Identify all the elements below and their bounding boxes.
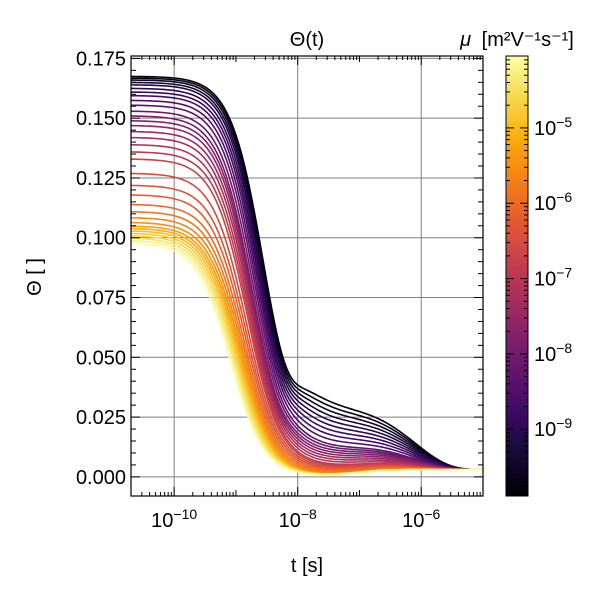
x-tick-label: 10−8 — [279, 506, 317, 532]
colorbar-label-symbol: μ — [459, 29, 471, 51]
series-line — [131, 87, 483, 471]
y-tick-label: 0.050 — [76, 347, 126, 369]
colorbar-tick-label: 10−5 — [534, 114, 572, 140]
series-line — [131, 203, 483, 471]
x-axis-label: t [s] — [291, 555, 323, 577]
series-line — [131, 79, 483, 471]
colorbar — [505, 55, 529, 497]
series-line — [131, 221, 483, 475]
series-line — [131, 242, 483, 476]
chart-title: Θ(t) — [290, 29, 324, 51]
series-line — [131, 172, 483, 471]
series-line — [131, 84, 483, 471]
axis-ticks — [130, 56, 484, 496]
y-tick-label: 0.075 — [76, 288, 126, 310]
series-line — [131, 91, 483, 471]
y-tick-label: 0.100 — [76, 228, 126, 250]
series-line — [131, 151, 483, 471]
colorbar-ticks — [506, 55, 528, 483]
y-tick-labels: 0.000 0.025 0.050 0.075 0.100 0.125 0.150 0.175 — [76, 48, 126, 488]
series-line — [131, 136, 483, 471]
series-line — [131, 104, 483, 471]
series-line — [131, 99, 483, 471]
x-tick-label: 10−6 — [402, 506, 440, 532]
colorbar-tick-label: 10−7 — [534, 265, 572, 291]
x-tick-labels: 10−10 10−8 10−6 — [151, 506, 440, 532]
y-tick-label: 0.025 — [76, 407, 126, 429]
colorbar-label-unit: [m²V⁻¹s⁻¹] — [482, 29, 574, 51]
series-line — [131, 81, 483, 471]
series-line — [131, 94, 483, 471]
colorbar-tick-labels: 10−9 10−8 10−7 10−6 10−5 — [534, 114, 572, 441]
y-tick-label: 0.000 — [76, 467, 126, 489]
colorbar-label: μ [m²V⁻¹s⁻¹] — [459, 29, 574, 51]
series-line — [131, 184, 483, 471]
data-series — [131, 75, 483, 476]
x-tick-label: 10−10 — [151, 506, 197, 532]
y-tick-label: 0.175 — [76, 48, 126, 70]
y-tick-label: 0.125 — [76, 168, 126, 190]
plot-frame — [130, 55, 484, 497]
series-line — [131, 237, 483, 475]
colorbar-tick-label: 10−9 — [534, 415, 572, 441]
colorbar-tick-label: 10−8 — [534, 340, 572, 366]
y-axis-label: Θ [ ] — [24, 258, 46, 296]
series-line — [131, 77, 483, 471]
series-line — [131, 75, 483, 471]
colorbar-tick-label: 10−6 — [534, 189, 572, 215]
series-line — [131, 235, 483, 475]
y-tick-label: 0.150 — [76, 108, 126, 130]
series-line — [131, 143, 483, 471]
